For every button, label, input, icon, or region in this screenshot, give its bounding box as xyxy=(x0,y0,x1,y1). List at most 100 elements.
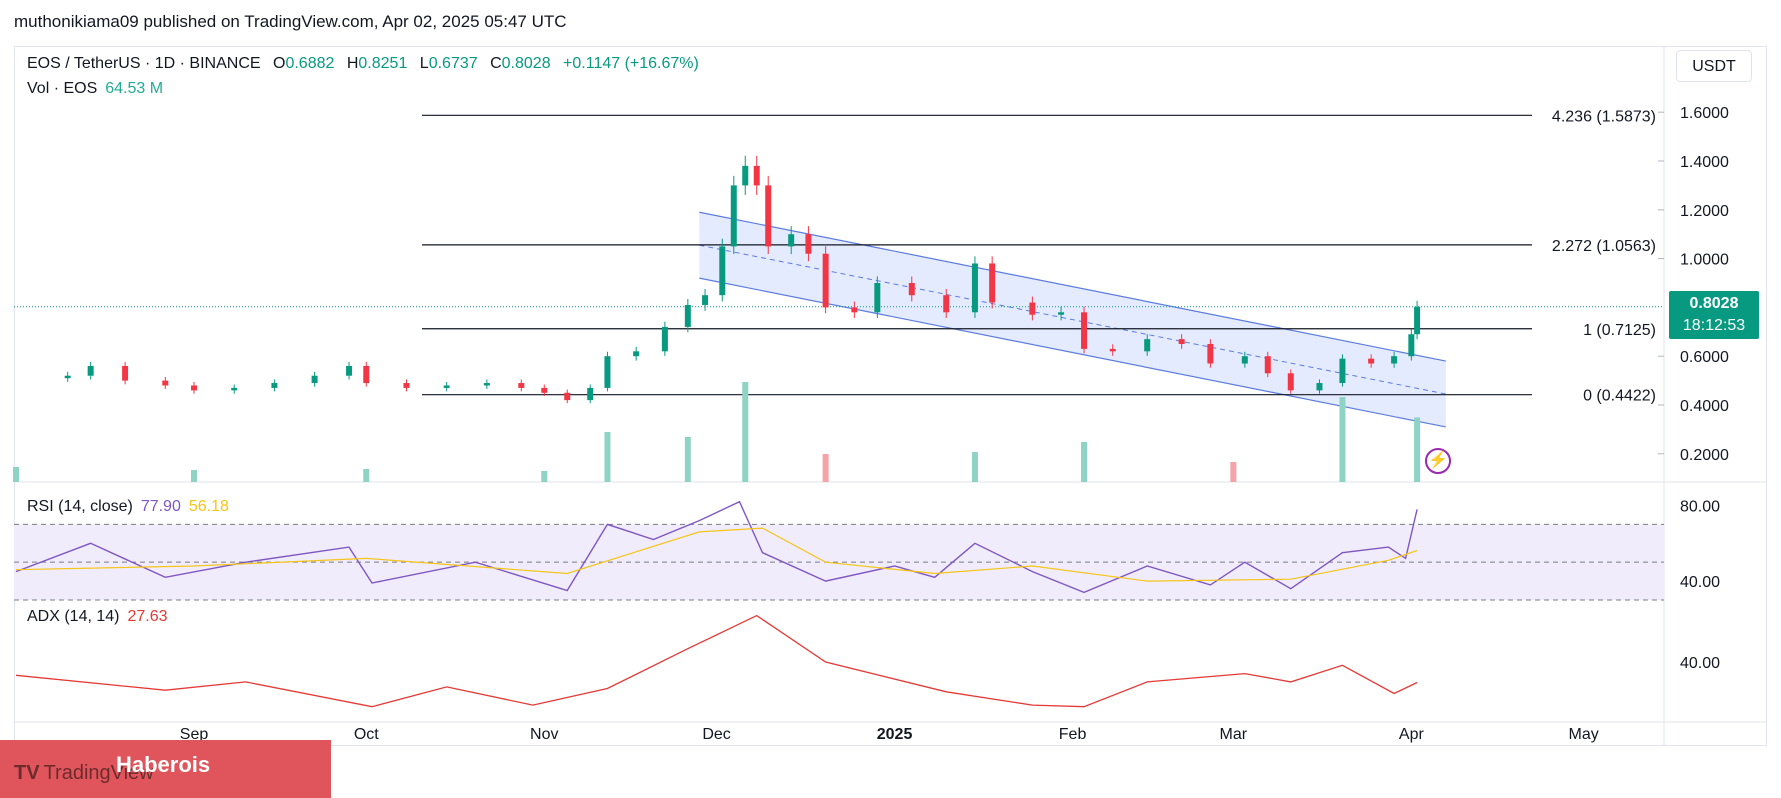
volume-bar xyxy=(363,469,370,482)
candle-body xyxy=(1414,306,1421,335)
price-tick-4: 0.6000 xyxy=(1680,349,1729,366)
candle-body xyxy=(1391,356,1398,364)
fib-level-label-3: 0 (0.4422) xyxy=(1583,388,1656,405)
candle-body xyxy=(719,246,726,296)
candle-body xyxy=(64,375,71,379)
candle-body xyxy=(87,365,94,376)
rsi-value: 77.90 xyxy=(140,498,181,515)
open-key: O xyxy=(273,55,286,72)
candle-body xyxy=(1058,312,1065,315)
close-value: 0.8028 xyxy=(501,55,551,72)
tv-mark-icon: TV xyxy=(14,762,40,784)
candle-body xyxy=(971,263,978,313)
candle-body xyxy=(1178,339,1185,344)
rsi-legend: RSI (14, close) 77.90 56.18 xyxy=(27,498,237,516)
candle-body xyxy=(231,387,238,391)
candle-body xyxy=(162,380,169,386)
volume-bar xyxy=(742,382,749,482)
candle-body xyxy=(191,385,198,391)
publisher-bar: muthonikiama09 published on TradingView.… xyxy=(0,0,1781,40)
candle-body xyxy=(1029,302,1036,315)
candle-body xyxy=(1207,344,1214,364)
candle-body xyxy=(943,295,950,313)
candle-body xyxy=(363,365,370,384)
adx-line xyxy=(15,614,1418,708)
volume-bar xyxy=(684,437,691,482)
candle-body xyxy=(989,263,996,303)
open-value: 0.6882 xyxy=(285,55,335,72)
symbol-title[interactable]: EOS / TetherUS · 1D · BINANCE xyxy=(27,55,261,72)
volume-bar xyxy=(1339,397,1346,482)
volume-bar xyxy=(1081,442,1088,482)
channel-upper-line xyxy=(699,211,1446,362)
candle-body xyxy=(753,165,760,186)
lightning-icon[interactable]: ⚡ xyxy=(1425,448,1451,474)
time-tick-2: Nov xyxy=(530,726,558,743)
candle-body xyxy=(874,283,881,313)
time-tick-6: Mar xyxy=(1220,726,1248,743)
time-tick-4: 2025 xyxy=(877,726,913,743)
price-tick-3: 1.0000 xyxy=(1680,252,1729,269)
fib-level-label-0: 4.236 (1.5873) xyxy=(1552,108,1656,125)
time-tick-7: Apr xyxy=(1399,726,1425,743)
candle-body xyxy=(346,365,353,376)
candle-body xyxy=(1316,383,1323,391)
candle-body xyxy=(684,304,691,327)
candle-body xyxy=(633,351,640,357)
candle-body xyxy=(908,283,915,296)
candle-body xyxy=(1368,358,1375,364)
candle-body xyxy=(1241,356,1248,364)
candle-body xyxy=(1109,348,1116,352)
last-price-tag: 0.8028 18:12:53 xyxy=(1669,291,1759,339)
candle-body xyxy=(271,383,278,388)
tradingview-logo: TV TradingView xyxy=(14,762,154,785)
candle-body xyxy=(541,387,548,393)
volume-bar xyxy=(604,432,611,482)
candle-body xyxy=(587,387,594,401)
currency-button[interactable]: USDT xyxy=(1676,50,1752,82)
candle-body xyxy=(443,385,450,388)
volume-legend: Vol · EOS 64.53 M xyxy=(27,80,171,98)
candle-body xyxy=(661,326,668,352)
candle-body xyxy=(403,383,410,388)
adx-label[interactable]: ADX (14, 14) xyxy=(27,608,120,625)
volume-label[interactable]: Vol · EOS xyxy=(27,80,98,97)
time-tick-3: Dec xyxy=(702,726,730,743)
candle-body xyxy=(1264,356,1271,374)
last-price: 0.8028 xyxy=(1689,295,1739,312)
rsi-label[interactable]: RSI (14, close) xyxy=(27,498,133,515)
tradingview-wordmark: TradingView xyxy=(43,762,154,784)
price-tick-0: 1.6000 xyxy=(1680,105,1729,122)
time-tick-5: Feb xyxy=(1059,726,1087,743)
candle-body xyxy=(518,383,525,388)
rsi-tick-1: 40.00 xyxy=(1680,574,1720,591)
candle-body xyxy=(483,383,490,386)
publisher-text: muthonikiama09 published on TradingView.… xyxy=(14,12,567,31)
low-value: 0.6737 xyxy=(428,55,478,72)
watermark-overlay-text: Haberois xyxy=(116,752,211,777)
volume-value: 64.53 M xyxy=(105,80,164,97)
volume-bar xyxy=(822,454,829,482)
candle-body xyxy=(702,295,709,305)
candle-body xyxy=(805,234,812,254)
candle-body xyxy=(1408,334,1415,357)
volume-bar xyxy=(13,467,19,482)
adx-tick-0: 40.00 xyxy=(1680,655,1720,672)
volume-bar xyxy=(971,452,978,482)
time-tick-8: May xyxy=(1568,726,1598,743)
time-tick-0: Sep xyxy=(180,726,209,743)
candle-body xyxy=(1081,312,1088,349)
candle-body xyxy=(822,253,829,308)
close-key: C xyxy=(490,55,502,72)
rsi-ma-line xyxy=(15,527,1418,582)
candle-body xyxy=(851,307,858,313)
price-tick-6: 0.2000 xyxy=(1680,447,1729,464)
adx-value: 27.63 xyxy=(127,608,168,625)
high-value: 0.8251 xyxy=(358,55,408,72)
change-value: +0.1147 (+16.67%) xyxy=(563,55,699,72)
candle-body xyxy=(788,234,795,247)
candle-body xyxy=(1144,339,1151,352)
price-tick-1: 1.4000 xyxy=(1680,154,1729,171)
low-key: L xyxy=(419,55,429,72)
